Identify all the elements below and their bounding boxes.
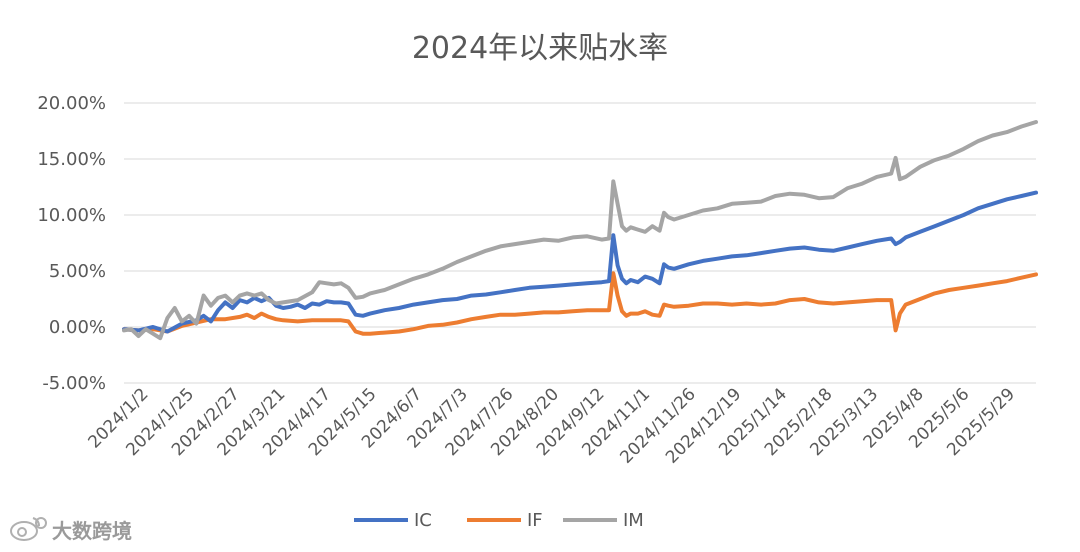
y-tick-label: -5.00% <box>42 373 106 394</box>
watermark: 大数跨境 <box>10 517 132 543</box>
y-tick-label: 5.00% <box>49 261 106 282</box>
legend-label-ic: IC <box>414 510 432 531</box>
y-tick-label: 20.00% <box>37 93 106 114</box>
y-tick-label: 0.00% <box>49 317 106 338</box>
y-tick-label: 10.00% <box>37 205 106 226</box>
x-axis-ticks: 2024/1/22024/1/252024/2/272024/3/212024/… <box>84 384 1019 467</box>
y-tick-label: 15.00% <box>37 149 106 170</box>
legend-label-if: IF <box>527 510 543 531</box>
series-line-ic <box>122 190 1038 334</box>
series-lines <box>122 120 1038 341</box>
legend: IC IF IM <box>354 510 644 531</box>
weibo-icon <box>10 517 47 541</box>
chart-title: 2024年以来贴水率 <box>412 31 668 66</box>
series-line-if <box>122 271 1038 336</box>
series-line-im <box>122 120 1038 341</box>
legend-label-im: IM <box>623 510 644 531</box>
watermark-text: 大数跨境 <box>52 519 132 543</box>
gridlines <box>124 102 1036 384</box>
y-axis-ticks: 20.00% 15.00% 10.00% 5.00% 0.00% -5.00% <box>37 93 106 394</box>
